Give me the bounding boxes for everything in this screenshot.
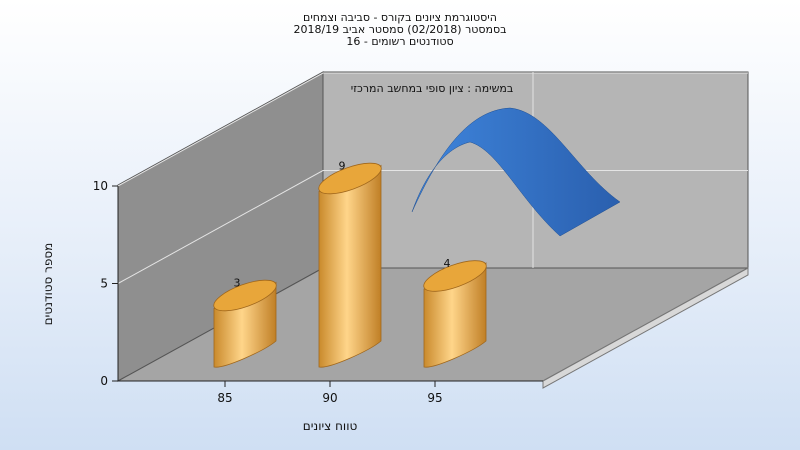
y-tick-label: 5 (100, 277, 108, 291)
x-tick-label: 90 (322, 391, 337, 405)
bar-data-label: 3 (234, 277, 241, 290)
normal-curve (411, 107, 621, 237)
bar-top (423, 260, 487, 292)
bar-data-label: 4 (444, 257, 451, 270)
x-axis-title: טווח ציונים (303, 419, 358, 433)
bar-top (318, 162, 382, 195)
bar (318, 164, 382, 368)
x-tick-label: 95 (427, 391, 442, 405)
floor-edge (542, 267, 749, 389)
gridline-y (117, 170, 748, 284)
gridline-y (117, 72, 748, 187)
chart-annotation: במשימה : ציון סופי במחשב המרכזי (351, 82, 514, 95)
x-tick-label: 85 (217, 391, 232, 405)
bar-data-label: 9 (339, 160, 346, 173)
y-axis-title: מספר סטודנטים (41, 243, 55, 326)
bar-top (213, 279, 277, 312)
chart-student-count: סטודנטים רשומים - 16 (346, 35, 454, 48)
chart-title: היסטוגרמת ציונים בקורס - סביבה וצמחים (303, 11, 497, 24)
y-tick-label: 0 (100, 374, 108, 388)
chart-subtitle: בסמסטר (02/2018) סמסטר אביב 2018/19 (293, 23, 507, 36)
y-tick-label: 10 (93, 179, 108, 193)
